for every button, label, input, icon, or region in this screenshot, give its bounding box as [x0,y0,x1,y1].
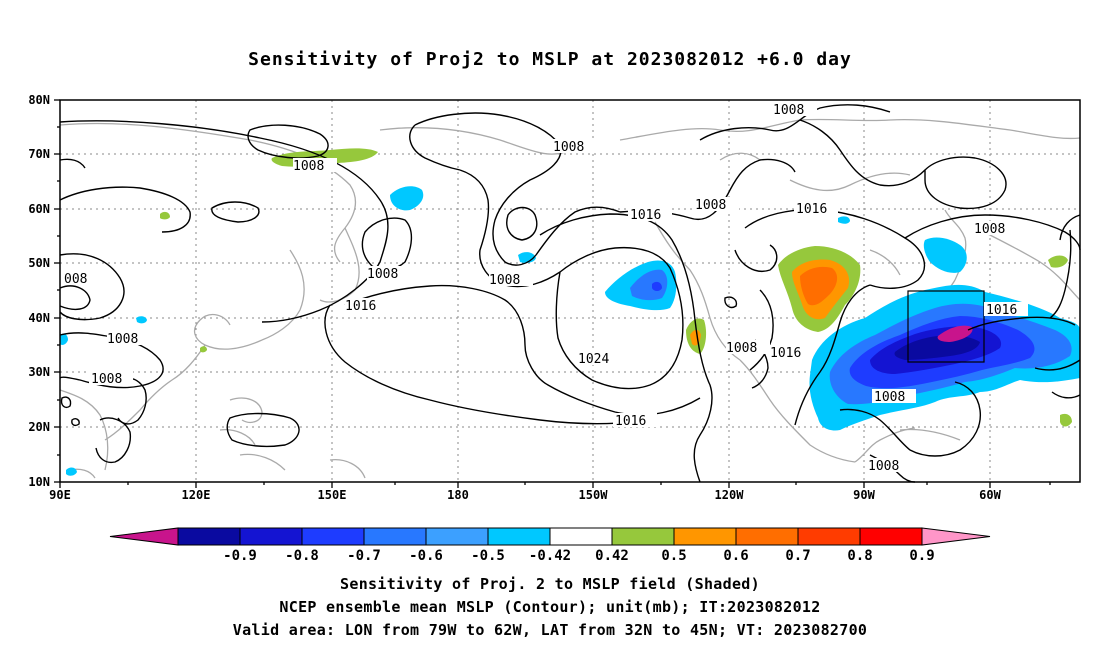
lat-tick-label: 80N [28,93,50,107]
caption-line: NCEP ensemble mean MSLP (Contour); unit(… [279,598,821,616]
contour-label: 1008 [868,459,899,474]
lon-tick-label: 90E [49,488,71,502]
colorbar-end-low [109,527,179,546]
contour-label: 1024 [578,352,609,367]
colorbar: -0.9 -0.8 -0.7 -0.6 -0.5 -0.42 0.42 0.5 0.6 0.7 0.… [109,527,991,564]
colorbar-swatch [859,527,923,546]
lat-tick-label: 40N [28,311,50,325]
lon-tick-label: 120W [715,488,745,502]
lon-tick-label: 90W [853,488,875,502]
contour-label: 1008 [773,103,804,118]
colorbar-swatch [425,527,489,546]
gridlines [60,100,1080,482]
contour-labels: 1008 1008 1008 1008 1008 1008 1008 1008 … [62,102,1028,474]
colorbar-swatch [177,527,241,546]
colorbar-label: -0.7 [347,548,381,564]
colorbar-label: -0.42 [529,548,571,564]
colorbar-label: 0.8 [847,548,872,564]
colorbar-swatch [239,527,303,546]
lat-tick-label: 20N [28,420,50,434]
colorbar-swatch [363,527,427,546]
lon-tick-label: 60W [979,488,1001,502]
colorbar-swatch [487,527,551,546]
contour-label: 1016 [615,414,646,429]
colorbar-label: 0.9 [909,548,934,564]
colorbar-swatch [301,527,365,546]
colorbar-label: -0.6 [409,548,443,564]
contour-label: 1008 [489,273,520,288]
colorbar-swatch [735,527,799,546]
lat-tick-label: 10N [28,475,50,489]
lon-tick-label: 120E [182,488,211,502]
contour-label: 1016 [796,202,827,217]
colorbar-label: -0.5 [471,548,505,564]
mslp-contours [59,104,1081,483]
lon-tick-label: 150W [579,488,609,502]
valid-area-box [907,290,985,363]
caption-line: Valid area: LON from 79W to 62W, LAT fro… [232,621,868,639]
contour-label: 1008 [91,372,122,387]
caption-block: Sensitivity of Proj. 2 to MSLP field (Sh… [0,573,1100,642]
lat-tick-label: 50N [28,256,50,270]
contour-label: 1008 [874,390,905,405]
colorbar-end-high [921,527,991,546]
contour-label: 1008 [367,267,398,282]
contour-label: 1008 [726,341,757,356]
longitude-axis: 90E 120E 150E 180 150W 120W 90W 60W [49,482,1051,502]
contour-label: 1016 [345,299,376,314]
caption-line: Sensitivity of Proj. 2 to MSLP field (Sh… [340,575,760,593]
lon-tick-label: 150E [318,488,347,502]
latitude-axis: 10N 20N 30N 40N 50N 60N 70N 80N [28,93,60,489]
contour-label: 1008 [293,159,324,174]
colorbar-swatch [549,527,613,546]
plot-frame [59,99,1081,483]
colorbar-label: 0.7 [785,548,810,564]
contour-label: 1008 [974,222,1005,237]
contour-label: 1008 [553,140,584,155]
colorbar-label: 0.5 [661,548,686,564]
map-title: Sensitivity of Proj2 to MSLP at 20230820… [248,49,852,70]
plot-area: 1008 1008 1008 1008 1008 1008 1008 1008 … [59,99,1081,483]
colorbar-label: 0.6 [723,548,748,564]
colorbar-swatch [673,527,737,546]
colorbar-label: 0.42 [595,548,629,564]
lat-tick-label: 30N [28,365,50,379]
contour-label: 1008 [107,332,138,347]
contour-label: 008 [64,272,87,287]
contour-label: 1016 [630,208,661,223]
contour-label: 1016 [770,346,801,361]
colorbar-swatch [797,527,861,546]
colorbar-label: -0.9 [223,548,257,564]
contour-label: 1008 [695,198,726,213]
lat-tick-label: 60N [28,202,50,216]
contour-label: 1016 [986,303,1017,318]
colorbar-swatch [611,527,675,546]
lon-tick-label: 180 [447,488,469,502]
colorbar-label: -0.8 [285,548,319,564]
lat-tick-label: 70N [28,147,50,161]
